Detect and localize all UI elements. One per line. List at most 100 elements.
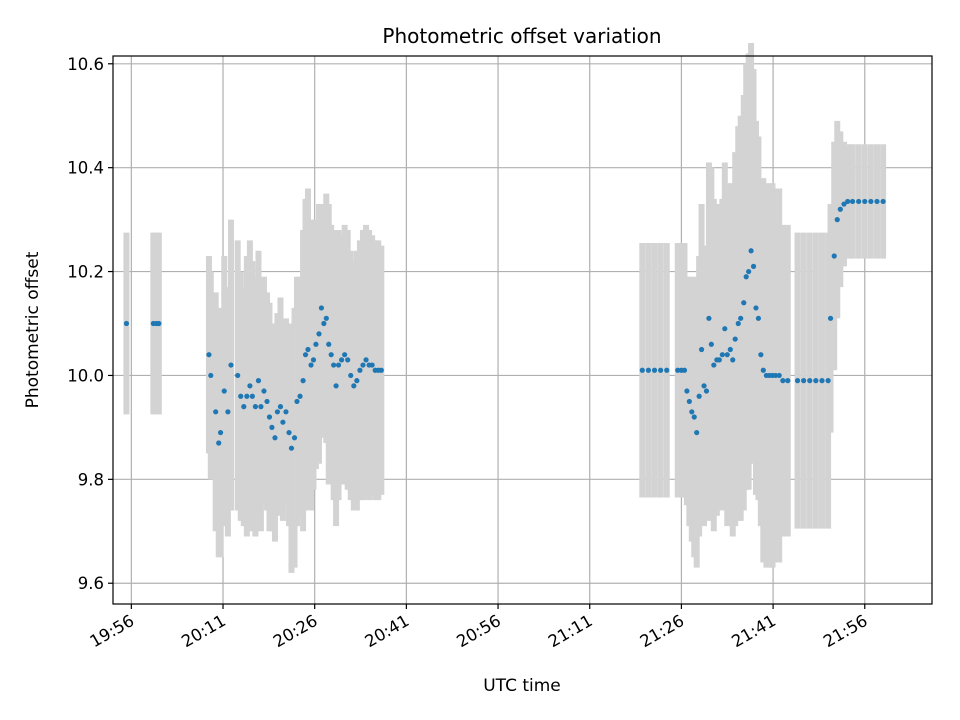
data-point: [252, 404, 259, 410]
data-point: [244, 393, 250, 399]
data-point: [331, 362, 337, 368]
x-tick-label: 20:11: [178, 611, 229, 651]
data-point: [686, 398, 692, 405]
data-point: [247, 383, 253, 389]
data-point: [741, 300, 747, 306]
data-point: [874, 198, 880, 205]
y-tick-label: 10.0: [67, 366, 104, 385]
data-point: [156, 320, 162, 327]
data-point: [746, 268, 752, 275]
data-point: [235, 372, 241, 379]
data-point: [664, 367, 670, 373]
data-point: [297, 393, 303, 399]
y-tick-label: 10.6: [67, 55, 104, 74]
data-point: [772, 372, 779, 379]
data-point: [123, 320, 130, 327]
data-point: [283, 409, 289, 415]
data-point: [880, 198, 886, 205]
data-point: [701, 383, 707, 389]
data-point: [328, 352, 334, 358]
data-point: [711, 362, 717, 368]
data-point: [272, 435, 278, 441]
data-point: [750, 263, 757, 269]
data-point: [785, 378, 791, 384]
data-point: [684, 388, 690, 394]
chart-title: Photometric offset variation: [382, 24, 661, 48]
data-point: [841, 201, 847, 207]
data-point: [801, 378, 807, 384]
data-point: [335, 362, 342, 368]
data-point: [321, 320, 327, 327]
data-point: [703, 388, 710, 394]
data-point: [258, 404, 264, 410]
data-point: [269, 424, 275, 430]
data-point: [862, 198, 868, 205]
data-point: [849, 198, 856, 205]
data-point: [694, 429, 700, 436]
data-point: [735, 320, 741, 327]
data-point: [831, 253, 837, 259]
data-point: [261, 388, 267, 394]
data-point: [326, 341, 332, 347]
x-tick-label: 21:41: [728, 611, 779, 651]
data-point: [286, 429, 292, 436]
data-point: [313, 341, 319, 347]
data-point: [743, 274, 749, 280]
data-point: [732, 336, 738, 342]
x-tick-label: 19:56: [87, 611, 138, 651]
data-point: [308, 362, 314, 368]
data-point: [716, 357, 722, 363]
data-point: [689, 409, 695, 415]
data-point: [291, 435, 298, 441]
data-point: [780, 378, 786, 384]
data-point: [357, 367, 363, 373]
data-point: [288, 445, 295, 451]
data-point: [216, 440, 222, 446]
data-point: [238, 393, 244, 399]
data-point: [738, 315, 744, 321]
data-point: [748, 248, 754, 254]
data-point: [845, 198, 851, 205]
data-point: [825, 378, 831, 384]
data-point: [363, 357, 369, 363]
data-point: [338, 357, 345, 363]
x-tick-label: 21:56: [820, 611, 871, 651]
x-tick-label: 20:56: [453, 611, 504, 651]
x-axis-label: UTC time: [483, 676, 561, 696]
data-point: [813, 378, 819, 384]
data-point: [794, 378, 801, 384]
error-bars: [123, 43, 887, 573]
data-point: [360, 362, 366, 368]
data-point: [675, 367, 681, 373]
data-point: [208, 372, 214, 379]
data-point: [354, 378, 360, 384]
data-point: [213, 409, 219, 415]
data-point: [691, 414, 697, 420]
data-point: [369, 362, 375, 368]
data-point: [834, 217, 840, 223]
data-point: [755, 315, 762, 321]
data-point: [708, 341, 714, 347]
y-tick-label: 9.6: [78, 574, 104, 593]
data-point: [228, 362, 234, 368]
data-point: [807, 378, 813, 384]
data-point: [249, 393, 255, 399]
data-point: [294, 398, 300, 405]
data-point: [868, 198, 874, 205]
data-point: [639, 367, 645, 373]
data-point: [827, 315, 834, 321]
data-point: [255, 378, 262, 384]
data-point: [206, 352, 212, 358]
data-point: [221, 388, 227, 394]
data-point: [378, 367, 384, 373]
x-tick-label: 20:41: [362, 611, 413, 651]
data-point: [264, 398, 270, 405]
data-point: [351, 383, 357, 389]
y-axis-label: Photometric offset: [23, 251, 43, 408]
data-point: [706, 315, 712, 321]
data-point: [730, 357, 736, 363]
x-tick-label: 21:26: [637, 611, 688, 651]
data-point: [323, 315, 329, 321]
data-point: [300, 378, 306, 384]
